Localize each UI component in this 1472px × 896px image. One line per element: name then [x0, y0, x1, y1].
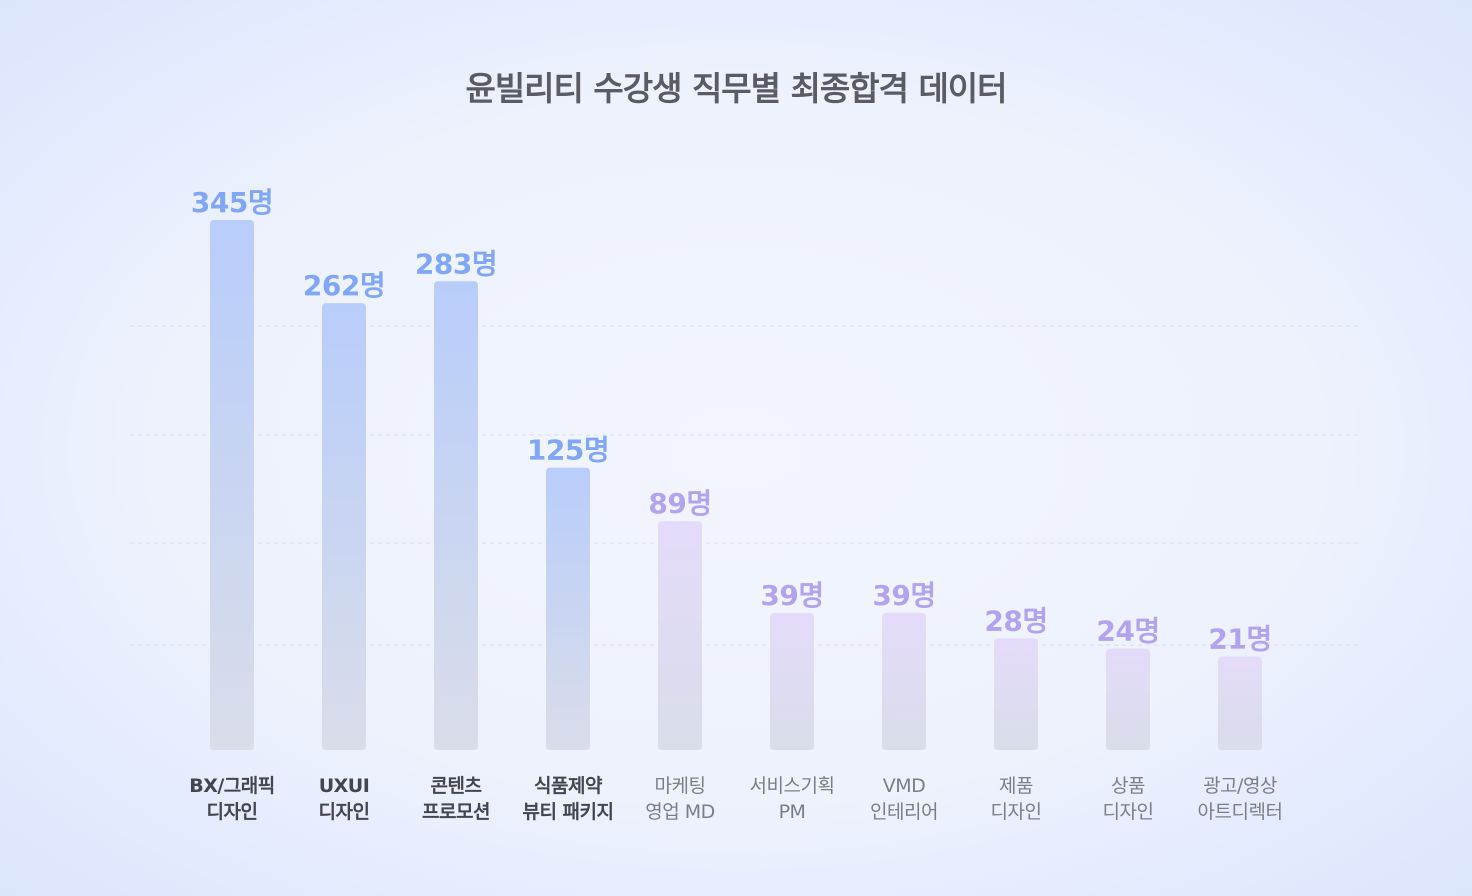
category-label: 디자인: [319, 801, 370, 823]
bar: [994, 638, 1038, 750]
bar: [434, 281, 478, 750]
category-label: 디자인: [991, 801, 1042, 823]
bar: [770, 612, 814, 750]
category-label: 영업 MD: [645, 801, 715, 823]
category-label: 프로모션: [422, 801, 490, 823]
category-label: 디자인: [207, 801, 258, 823]
category-label: 마케팅: [655, 775, 706, 797]
chart-title: 윤빌리티 수강생 직무별 최종합격 데이터: [465, 69, 1007, 108]
value-label: 345명: [191, 186, 273, 219]
value-label: 125명: [527, 434, 609, 467]
value-label: 28명: [984, 604, 1047, 637]
category-label: 디자인: [1103, 801, 1154, 823]
bar: [1106, 648, 1150, 750]
category-label: 광고/영상: [1203, 775, 1277, 797]
category-label: PM: [779, 801, 806, 823]
category-label: BX/그래픽: [189, 775, 275, 797]
category-label: 식품제약: [534, 775, 603, 797]
category-label: 콘텐츠: [431, 775, 482, 797]
category-label: 제품: [999, 775, 1033, 797]
value-label: 39명: [872, 579, 935, 612]
value-label: 89명: [648, 487, 711, 520]
category-label: 아트디렉터: [1198, 801, 1283, 823]
bar: [882, 612, 926, 750]
bar: [658, 521, 702, 750]
value-label: 39명: [760, 579, 823, 612]
category-label: 상품: [1111, 775, 1145, 797]
category-label: UXUI: [319, 775, 370, 797]
value-label: 21명: [1208, 623, 1271, 656]
category-label: VMD: [883, 775, 926, 797]
bar: [546, 467, 590, 750]
bar: [1218, 656, 1262, 750]
category-label: 서비스기획: [750, 775, 835, 797]
value-label: 283명: [415, 247, 497, 280]
value-label: 262명: [303, 269, 385, 302]
value-label: 24명: [1096, 614, 1159, 647]
category-label: 뷰티 패키지: [522, 801, 613, 823]
category-label: 인테리어: [870, 801, 938, 823]
bar: [210, 220, 254, 750]
bar: [322, 303, 366, 750]
